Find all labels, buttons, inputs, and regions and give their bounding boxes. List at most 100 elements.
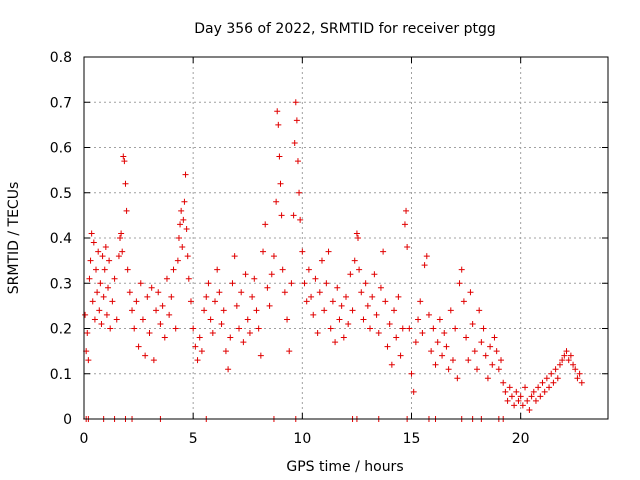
data-point — [506, 384, 513, 391]
data-point — [297, 216, 304, 223]
data-point — [89, 298, 96, 305]
data-point — [312, 275, 319, 282]
data-point — [94, 289, 101, 296]
data-point — [323, 280, 330, 287]
data-point — [185, 275, 192, 282]
data-point — [395, 293, 402, 300]
data-point — [504, 397, 511, 404]
data-point — [249, 293, 256, 300]
data-point — [321, 307, 328, 314]
data-point — [163, 275, 170, 282]
data-point — [530, 388, 537, 395]
data-point — [192, 343, 199, 350]
data-point — [399, 325, 406, 332]
data-point — [454, 375, 461, 382]
data-point — [316, 289, 323, 296]
data-point — [364, 302, 371, 309]
data-point — [122, 180, 129, 187]
data-point — [447, 307, 454, 314]
data-point — [194, 357, 201, 364]
data-point — [290, 212, 297, 219]
data-point — [214, 266, 221, 273]
data-point — [98, 320, 105, 327]
data-point — [401, 221, 408, 228]
data-point — [100, 293, 107, 300]
data-point — [218, 320, 225, 327]
grid-lines — [84, 57, 608, 419]
data-point — [358, 289, 365, 296]
data-point — [216, 289, 223, 296]
data-point — [449, 357, 456, 364]
data-point — [170, 266, 177, 273]
data-point — [203, 293, 210, 300]
data-point — [129, 307, 136, 314]
data-point — [522, 384, 529, 391]
data-point — [388, 361, 395, 368]
data-point — [299, 248, 306, 255]
data-point — [550, 379, 557, 386]
data-point — [225, 366, 232, 373]
y-tick-label: 0.8 — [50, 50, 72, 66]
data-point — [242, 271, 249, 278]
data-point — [190, 325, 197, 332]
data-point — [471, 348, 478, 355]
data-point — [508, 393, 515, 400]
data-point — [205, 280, 212, 287]
data-point — [404, 244, 411, 251]
data-point — [578, 379, 585, 386]
data-point — [209, 330, 216, 337]
data-point — [349, 307, 356, 314]
data-point — [103, 311, 110, 318]
data-point — [343, 293, 349, 300]
data-point — [456, 280, 463, 287]
data-point — [97, 280, 104, 287]
data-point — [332, 339, 339, 346]
data-point — [201, 307, 208, 314]
data-point — [386, 320, 393, 327]
data-point — [419, 330, 426, 337]
data-point — [377, 284, 384, 291]
data-point — [148, 284, 155, 291]
data-point — [187, 298, 194, 305]
data-point — [278, 212, 285, 219]
data-point — [554, 375, 561, 382]
data-point — [360, 316, 367, 323]
data-point — [425, 311, 432, 318]
data-point — [120, 153, 127, 160]
data-point — [356, 266, 363, 273]
data-point — [408, 370, 415, 377]
data-point — [294, 158, 301, 165]
data-point — [86, 275, 93, 282]
data-point — [244, 316, 251, 323]
data-point — [493, 348, 500, 355]
data-point — [393, 334, 400, 341]
data-point — [539, 379, 546, 386]
data-point — [124, 266, 131, 273]
data-point — [144, 293, 151, 300]
data-point — [115, 253, 122, 260]
data-point — [371, 271, 378, 278]
data-point — [286, 348, 293, 355]
data-point — [502, 388, 509, 395]
data-point — [572, 366, 579, 373]
data-point — [430, 325, 437, 332]
data-point — [161, 334, 168, 341]
data-point — [133, 298, 140, 305]
data-point — [123, 207, 130, 214]
data-point — [233, 302, 240, 309]
data-point — [87, 257, 94, 264]
data-point — [325, 248, 332, 255]
data-point — [384, 343, 391, 350]
data-point — [480, 325, 487, 332]
data-point — [546, 384, 553, 391]
data-point — [513, 388, 520, 395]
data-point — [528, 393, 535, 400]
data-point — [96, 307, 103, 314]
data-point — [423, 253, 430, 260]
data-point — [266, 302, 273, 309]
data-point — [231, 253, 238, 260]
x-tick-label: 0 — [80, 431, 89, 447]
data-point — [517, 393, 524, 400]
data-point — [153, 307, 160, 314]
data-point — [465, 357, 472, 364]
